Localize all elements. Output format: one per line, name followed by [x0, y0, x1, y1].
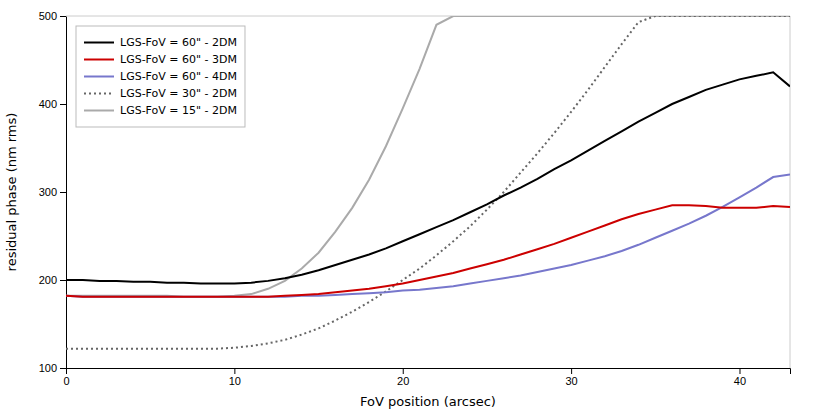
tick-label: 400	[39, 98, 57, 110]
tick-mark	[60, 280, 66, 281]
tick: 200	[39, 274, 66, 286]
axis-line	[60, 17, 67, 369]
x-axis-title: FoV position (arcsec)	[360, 394, 496, 409]
legend-box	[76, 26, 245, 127]
tick-mark	[60, 192, 66, 193]
tick: 30	[565, 368, 577, 387]
tick: 400	[39, 98, 66, 110]
tick-label: 40	[734, 375, 746, 387]
series-line	[66, 16, 790, 297]
series-line	[66, 174, 790, 296]
y-axis: 100 200 300 400 500	[39, 10, 67, 374]
tick: 10	[229, 368, 241, 387]
series-line	[66, 16, 790, 349]
x-axis: 0 10 20 30 40	[63, 368, 790, 387]
tick-mark	[60, 104, 66, 105]
tick: 40	[734, 368, 746, 387]
tick-label: 200	[39, 274, 57, 286]
tick-mark	[234, 368, 235, 374]
legend-swatch	[84, 76, 114, 78]
tick-mark	[403, 368, 404, 374]
legend-label: LGS-FoV = 30" - 2DM	[120, 87, 237, 100]
tick: 500	[39, 10, 66, 22]
tick-label: 30	[565, 375, 577, 387]
frame	[790, 16, 791, 368]
legend-swatch	[84, 93, 114, 95]
tick: 100	[39, 362, 66, 374]
legend: LGS-FoV = 60" - 2DM LGS-FoV = 60" - 3DM LG…	[76, 26, 245, 127]
legend-label: LGS-FoV = 60" - 4DM	[120, 70, 237, 83]
tick-mark	[739, 368, 740, 374]
legend-swatch	[84, 59, 114, 61]
tick-mark	[60, 16, 66, 17]
legend-swatch	[84, 42, 114, 44]
tick-label: 20	[397, 375, 409, 387]
tick-label: 10	[229, 375, 241, 387]
y-axis-title: residual phase (nm rms)	[4, 113, 19, 272]
lines	[66, 16, 790, 349]
axis-line	[67, 369, 791, 375]
tick-mark	[571, 368, 572, 374]
chart: 0 10 20 30 40 100 200 300 400 500 LGS-FoV = 60" - …	[0, 0, 814, 416]
legend-label: LGS-FoV = 15" - 2DM	[120, 104, 237, 117]
plot: 0 10 20 30 40 100 200 300 400 500 LGS-FoV = 60" - …	[39, 10, 791, 387]
tick-label: 300	[39, 186, 57, 198]
legend-label: LGS-FoV = 60" - 3DM	[120, 53, 237, 66]
legend-label: LGS-FoV = 60" - 2DM	[120, 36, 237, 49]
tick: 300	[39, 186, 66, 198]
tick-label: 100	[39, 362, 57, 374]
series-line	[66, 72, 790, 283]
tick-label: 0	[63, 375, 69, 387]
tick-label: 500	[39, 10, 57, 22]
tick: 20	[397, 368, 409, 387]
legend-swatch	[84, 110, 114, 112]
tick: 0	[63, 368, 69, 387]
tick-mark	[60, 368, 66, 369]
